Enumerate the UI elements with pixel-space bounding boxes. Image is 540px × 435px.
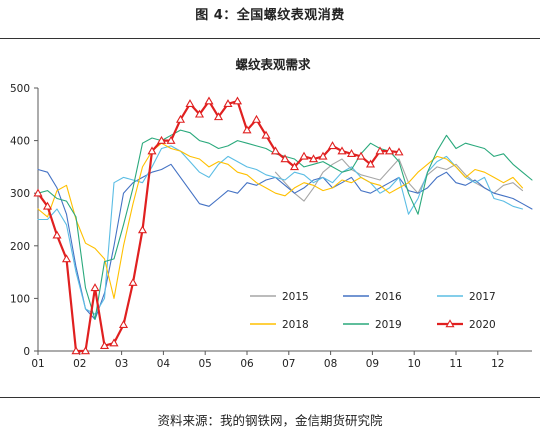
data-point-2020 [128, 277, 138, 286]
y-tick-label: 300 [10, 188, 30, 200]
x-tick-label: 08 [324, 358, 337, 370]
data-point-2020 [118, 319, 129, 328]
legend-label-2017: 2017 [469, 291, 496, 303]
data-point-2020 [166, 135, 176, 144]
data-point-2020 [33, 188, 43, 197]
data-point-2020 [223, 99, 233, 108]
data-point-2020 [242, 125, 252, 134]
data-point-2020 [109, 338, 119, 347]
data-point-2020 [147, 146, 157, 155]
legend-label-2015: 2015 [282, 291, 309, 303]
legend: 2015 2016 2017 2018 2019 2020 [250, 291, 496, 331]
data-point-2020 [137, 225, 148, 234]
data-point-2020 [365, 159, 376, 168]
x-tick-label: 01 [31, 358, 44, 370]
data-point-2020 [356, 151, 366, 160]
data-point-2020 [251, 114, 262, 123]
series-layer [33, 96, 533, 355]
x-tick-label: 03 [115, 358, 128, 370]
x-tick-label: 02 [73, 358, 86, 370]
data-point-2020 [289, 162, 300, 171]
data-point-2020 [185, 99, 195, 108]
x-tick-label: 04 [157, 358, 171, 370]
data-point-2020 [384, 146, 395, 155]
top-rule [0, 38, 540, 39]
data-point-2020 [270, 146, 281, 155]
y-tick-label: 0 [23, 346, 30, 358]
y-tick-label: 500 [10, 83, 30, 95]
y-tick-label: 200 [10, 241, 30, 253]
x-tick-label: 05 [199, 358, 212, 370]
data-point-2020 [308, 154, 319, 163]
legend-label-2016: 2016 [375, 291, 402, 303]
x-tick-label: 12 [491, 358, 504, 370]
data-point-2020 [175, 114, 186, 123]
x-tick-label: 06 [240, 358, 254, 370]
data-point-2020 [99, 341, 110, 349]
data-point-2020 [346, 149, 357, 157]
x-tick-label: 11 [449, 358, 462, 370]
data-point-2020 [318, 151, 328, 160]
data-point-2020 [261, 130, 271, 139]
chart-title: 螺纹表观需求 [235, 57, 311, 72]
data-point-2020 [61, 254, 72, 263]
data-point-2020 [337, 146, 347, 155]
legend-label-2020: 2020 [469, 319, 496, 331]
data-point-2020 [327, 141, 338, 150]
data-point-2020 [232, 96, 243, 105]
series-line-2020 [36, 100, 401, 353]
series-line-2017 [37, 145, 524, 315]
data-point-2020 [90, 283, 100, 292]
data-point-2020 [71, 346, 81, 355]
bottom-rule [0, 397, 540, 398]
data-point-2020 [156, 135, 167, 144]
legend-label-2019: 2019 [375, 319, 402, 331]
legend-marker-2020 [445, 319, 455, 328]
data-point-2020 [375, 146, 385, 155]
data-point-2020 [394, 147, 404, 156]
data-point-2020 [204, 96, 214, 105]
x-tick-label: 07 [282, 358, 295, 370]
legend-label-2018: 2018 [282, 319, 309, 331]
data-point-2020 [280, 154, 290, 163]
y-tick-label: 400 [10, 136, 30, 148]
x-tick-label: 10 [408, 358, 421, 370]
series-line-2018 [37, 142, 524, 299]
series-line-2016 [37, 163, 533, 320]
data-point-2020 [213, 112, 224, 121]
data-point-2020 [194, 109, 205, 118]
data-point-2020 [52, 230, 62, 239]
y-tick-label: 100 [10, 293, 30, 305]
axes: 0 100 200 300 400 500 01 02 03 04 05 06 07 08 09 10 11 12 [10, 83, 532, 370]
data-point-2020 [42, 201, 53, 210]
source-note: 资料来源：我的钢铁网，金信期货研究院 [157, 413, 383, 428]
data-point-2020 [80, 346, 91, 355]
series-line-2015 [274, 158, 524, 202]
x-tick-label: 09 [366, 358, 379, 370]
data-point-2020 [299, 151, 309, 160]
figure-title: 图 4：全国螺纹表观消费 [195, 8, 345, 23]
